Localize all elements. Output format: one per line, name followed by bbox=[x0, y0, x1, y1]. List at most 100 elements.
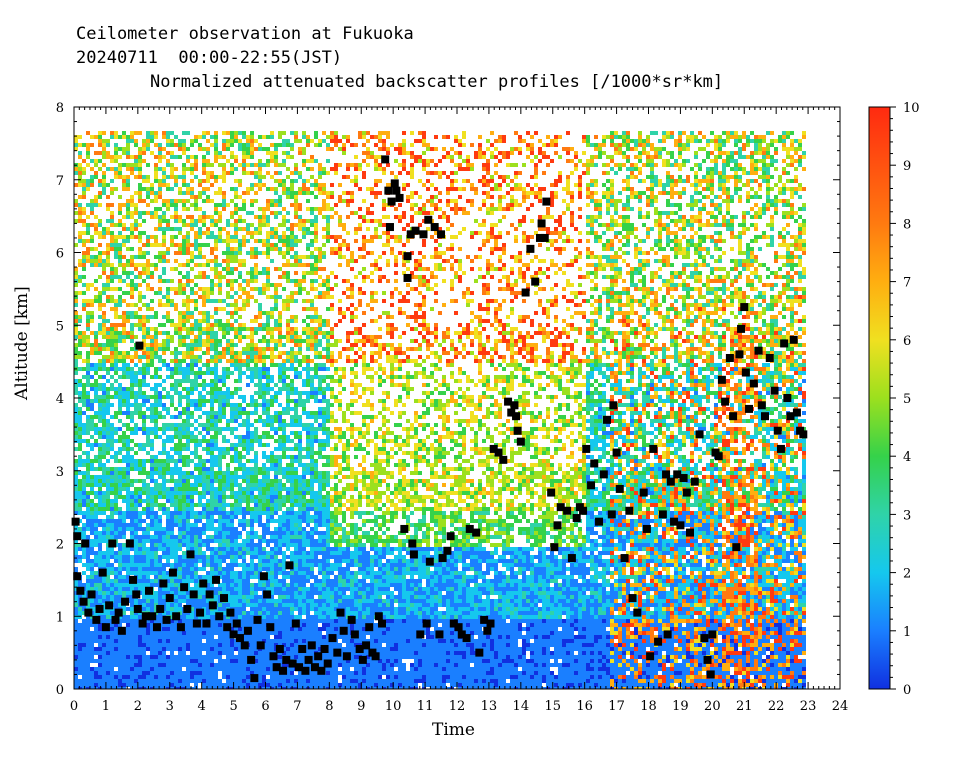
x-tick-label: 4 bbox=[198, 699, 206, 714]
cloud-base-marker bbox=[220, 594, 229, 603]
x-tick-label: 22 bbox=[768, 699, 785, 714]
cloud-base-marker bbox=[98, 568, 107, 577]
cloud-base-marker bbox=[708, 630, 717, 639]
x-axis: 0 1 2 3 4 5 6 7 8 9 10 11 12 13 14 15 16 17 18 19 20 21 22 23 24 bbox=[70, 107, 848, 714]
cloud-base-marker bbox=[253, 615, 262, 624]
cloud-base-marker bbox=[732, 543, 741, 552]
cloud-base-marker bbox=[695, 430, 704, 439]
cloud-base-marker bbox=[786, 412, 795, 421]
cloud-base-marker bbox=[735, 350, 744, 359]
cloud-base-marker bbox=[162, 615, 171, 624]
cloud-base-marker bbox=[384, 186, 393, 195]
cloud-base-marker bbox=[526, 244, 535, 253]
cloud-base-marker bbox=[95, 604, 104, 613]
x-tick-label: 24 bbox=[832, 699, 849, 714]
cloud-base-marker bbox=[609, 401, 618, 410]
cloud-base-marker bbox=[789, 335, 798, 344]
cloud-base-marker bbox=[247, 655, 256, 664]
y-axis-label: Altitude [km] bbox=[12, 286, 32, 400]
cloud-base-marker bbox=[462, 634, 471, 643]
y-tick-label: 3 bbox=[56, 465, 64, 480]
y-tick-label: 0 bbox=[56, 683, 64, 698]
cloud-base-marker bbox=[125, 539, 134, 548]
cloud-base-marker bbox=[129, 575, 138, 584]
cloud-base-marker bbox=[457, 630, 466, 639]
cloud-base-marker bbox=[256, 641, 265, 650]
cloud-base-marker bbox=[328, 634, 337, 643]
cloud-base-marker bbox=[531, 277, 540, 286]
cloud-base-marker bbox=[679, 474, 688, 483]
x-tick-label: 6 bbox=[261, 699, 269, 714]
cloud-base-marker bbox=[73, 572, 82, 581]
cloud-base-marker bbox=[516, 437, 525, 446]
cloud-base-marker bbox=[291, 619, 300, 628]
cloud-base-marker bbox=[199, 579, 208, 588]
cloud-base-marker bbox=[438, 554, 447, 563]
cloud-base-marker bbox=[670, 517, 679, 526]
cloud-base-marker bbox=[663, 630, 672, 639]
cloud-base-marker bbox=[339, 626, 348, 635]
cloud-base-marker bbox=[572, 514, 581, 523]
cloud-base-marker bbox=[121, 597, 130, 606]
cloud-base-marker bbox=[208, 601, 217, 610]
backscatter-heatmap bbox=[74, 131, 806, 689]
cloud-base-marker bbox=[263, 590, 272, 599]
cloud-base-marker bbox=[358, 655, 367, 664]
cloud-base-marker bbox=[259, 572, 268, 581]
chart-title: Normalized attenuated backscatter profil… bbox=[150, 72, 724, 92]
cloud-base-marker bbox=[282, 655, 291, 664]
cloud-base-marker bbox=[71, 517, 80, 526]
x-tick-label: 9 bbox=[357, 699, 365, 714]
cloud-base-marker bbox=[406, 230, 415, 239]
cloud-base-marker bbox=[371, 652, 380, 661]
cloud-base-marker bbox=[620, 554, 629, 563]
cloud-base-marker bbox=[540, 233, 549, 242]
y-axis: 0 1 2 3 4 5 6 7 8 bbox=[56, 101, 840, 698]
cloud-base-marker bbox=[556, 503, 565, 512]
cloud-base-marker bbox=[202, 619, 211, 628]
x-tick-label: 10 bbox=[385, 699, 402, 714]
y-tick-label: 1 bbox=[56, 610, 64, 625]
y-tick-label: 6 bbox=[56, 247, 64, 262]
x-tick-label: 7 bbox=[293, 699, 301, 714]
cloud-base-marker bbox=[642, 524, 651, 533]
cloud-base-marker bbox=[192, 619, 201, 628]
cloud-base-marker bbox=[792, 408, 801, 417]
colorbar-tick-label: 3 bbox=[903, 508, 911, 523]
cloud-base-marker bbox=[654, 637, 663, 646]
x-tick-label: 21 bbox=[736, 699, 753, 714]
cloud-base-marker bbox=[443, 546, 452, 555]
cloud-base-marker bbox=[132, 590, 141, 599]
x-tick-label: 15 bbox=[544, 699, 561, 714]
cloud-base-marker bbox=[550, 543, 559, 552]
cloud-base-marker bbox=[285, 561, 294, 570]
x-tick-label: 20 bbox=[704, 699, 721, 714]
cloud-base-marker bbox=[437, 230, 446, 239]
cloud-base-marker bbox=[486, 619, 495, 628]
cloud-base-marker bbox=[776, 444, 785, 453]
cloud-base-marker bbox=[73, 532, 82, 541]
y-tick-label: 5 bbox=[56, 319, 64, 334]
colorbar-tick-label: 10 bbox=[903, 101, 920, 116]
cloud-base-marker bbox=[435, 630, 444, 639]
y-tick-label: 8 bbox=[56, 101, 64, 116]
cloud-base-marker bbox=[587, 481, 596, 490]
cloud-base-marker bbox=[409, 550, 418, 559]
cloud-base-marker bbox=[304, 655, 313, 664]
cloud-base-marker bbox=[374, 612, 383, 621]
cloud-base-marker bbox=[381, 155, 390, 164]
cloud-base-marker bbox=[579, 506, 588, 515]
cloud-base-marker bbox=[133, 604, 142, 613]
cloud-base-marker bbox=[269, 652, 278, 661]
cloud-base-marker bbox=[87, 590, 96, 599]
colorbar-tick-label: 1 bbox=[903, 625, 911, 640]
colorbar-tick-label: 2 bbox=[903, 567, 911, 582]
cloud-base-marker bbox=[333, 648, 342, 657]
cloud-base-marker bbox=[92, 615, 101, 624]
cloud-base-marker bbox=[212, 575, 221, 584]
x-tick-label: 8 bbox=[325, 699, 333, 714]
cloud-base-marker bbox=[673, 470, 682, 479]
cloud-base-marker bbox=[741, 368, 750, 377]
cloud-base-marker bbox=[76, 586, 85, 595]
cloud-base-marker bbox=[159, 579, 168, 588]
